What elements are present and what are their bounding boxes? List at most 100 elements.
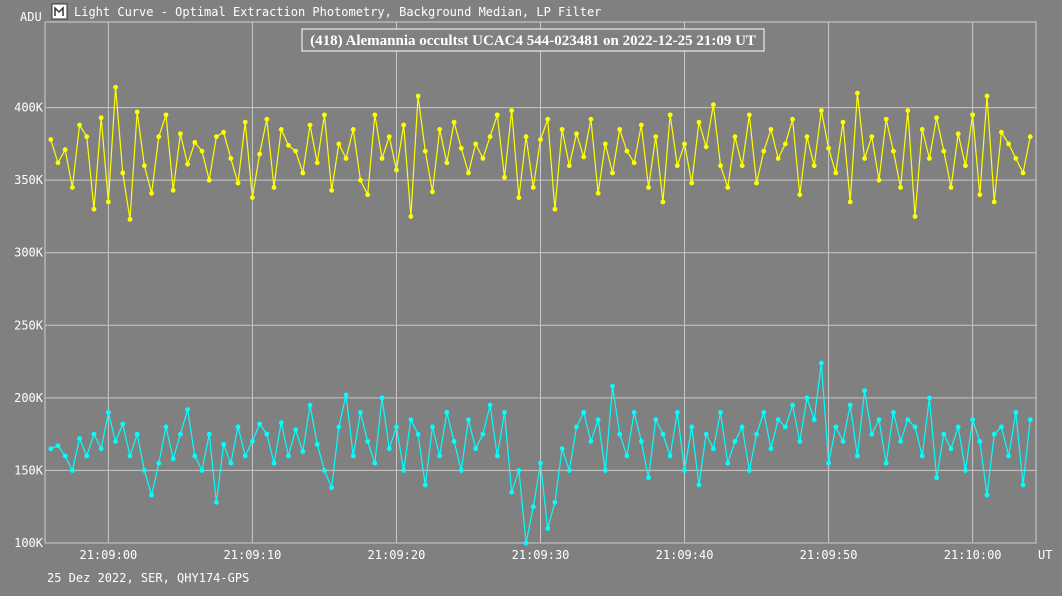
data-point bbox=[134, 431, 140, 437]
data-point bbox=[250, 439, 255, 444]
data-point bbox=[451, 119, 457, 125]
data-point bbox=[739, 163, 745, 169]
data-point bbox=[62, 453, 68, 459]
data-point bbox=[350, 126, 356, 132]
data-point bbox=[278, 420, 284, 425]
data-point bbox=[854, 453, 860, 459]
data-point bbox=[177, 431, 183, 437]
data-point bbox=[638, 439, 644, 444]
data-point bbox=[62, 147, 68, 153]
data-point bbox=[912, 424, 918, 430]
y-tick-label: 150K bbox=[14, 463, 44, 477]
data-point bbox=[264, 431, 270, 437]
data-point bbox=[170, 456, 176, 462]
data-point bbox=[509, 108, 515, 113]
data-point bbox=[739, 424, 745, 430]
data-point bbox=[156, 460, 162, 466]
data-point bbox=[105, 409, 111, 415]
data-point bbox=[559, 126, 565, 132]
data-point bbox=[314, 160, 320, 166]
data-point bbox=[595, 190, 601, 196]
data-point bbox=[242, 453, 248, 459]
data-point bbox=[581, 154, 587, 160]
data-point bbox=[206, 431, 212, 437]
data-point bbox=[278, 126, 284, 132]
footer: 25 Dez 2022, SER, QHY174-GPS bbox=[47, 571, 249, 585]
data-point bbox=[970, 112, 976, 118]
data-point bbox=[927, 395, 932, 401]
data-point bbox=[91, 431, 97, 437]
data-point bbox=[307, 402, 313, 408]
data-point bbox=[797, 192, 803, 198]
data-point bbox=[134, 109, 140, 115]
data-point bbox=[408, 214, 414, 219]
data-point bbox=[77, 122, 82, 128]
data-point bbox=[221, 441, 227, 447]
data-point bbox=[480, 156, 486, 161]
data-point bbox=[660, 431, 666, 437]
data-point bbox=[170, 187, 176, 193]
data-point bbox=[667, 112, 673, 118]
data-point bbox=[55, 160, 61, 166]
data-point bbox=[624, 453, 630, 459]
data-point bbox=[141, 468, 147, 473]
data-point bbox=[696, 119, 702, 125]
data-point bbox=[415, 93, 421, 99]
data-point bbox=[559, 446, 565, 452]
data-point bbox=[365, 439, 371, 444]
data-point bbox=[847, 402, 853, 408]
x-tick-label: 21:09:30 bbox=[512, 548, 570, 562]
data-point bbox=[451, 439, 457, 444]
data-point bbox=[732, 134, 738, 140]
data-point bbox=[970, 417, 976, 423]
data-point bbox=[883, 460, 889, 466]
data-point bbox=[610, 383, 615, 389]
data-point bbox=[394, 424, 399, 430]
y-tick-label: 200K bbox=[14, 391, 44, 405]
data-point bbox=[516, 468, 522, 473]
data-point bbox=[574, 131, 579, 137]
data-point bbox=[163, 112, 169, 118]
data-point bbox=[336, 141, 342, 147]
data-point bbox=[1027, 417, 1033, 423]
data-point bbox=[437, 126, 443, 132]
data-point bbox=[401, 468, 407, 473]
data-point bbox=[631, 160, 637, 166]
data-point bbox=[1027, 134, 1033, 140]
data-point bbox=[631, 409, 637, 415]
title-box bbox=[301, 28, 765, 52]
x-tick-label: 21:09:00 bbox=[79, 548, 137, 562]
data-point bbox=[120, 421, 126, 427]
y-axis-label: ADU bbox=[20, 10, 42, 24]
data-point bbox=[192, 453, 198, 459]
data-point bbox=[927, 156, 932, 161]
data-point bbox=[336, 424, 342, 430]
data-point bbox=[775, 417, 781, 423]
data-point bbox=[862, 388, 867, 394]
data-point bbox=[984, 492, 990, 498]
data-point bbox=[494, 453, 500, 459]
data-point bbox=[818, 108, 824, 113]
data-point bbox=[905, 417, 911, 423]
data-point bbox=[48, 446, 54, 452]
data-point bbox=[754, 180, 759, 186]
x-tick-label: 21:10:00 bbox=[944, 548, 1002, 562]
data-point bbox=[718, 163, 723, 169]
data-point bbox=[69, 185, 75, 190]
data-point bbox=[682, 141, 687, 147]
data-point bbox=[682, 468, 687, 473]
data-point bbox=[552, 499, 558, 505]
data-point bbox=[538, 460, 543, 466]
data-point bbox=[372, 460, 378, 466]
data-point bbox=[386, 134, 392, 140]
data-point bbox=[286, 453, 291, 459]
data-point bbox=[775, 156, 781, 161]
data-point bbox=[761, 148, 767, 154]
data-point bbox=[984, 93, 990, 99]
data-point bbox=[185, 161, 191, 167]
data-point bbox=[322, 112, 327, 118]
data-point bbox=[963, 468, 968, 473]
data-point bbox=[401, 122, 407, 128]
data-point bbox=[948, 446, 954, 452]
data-point bbox=[84, 134, 90, 140]
